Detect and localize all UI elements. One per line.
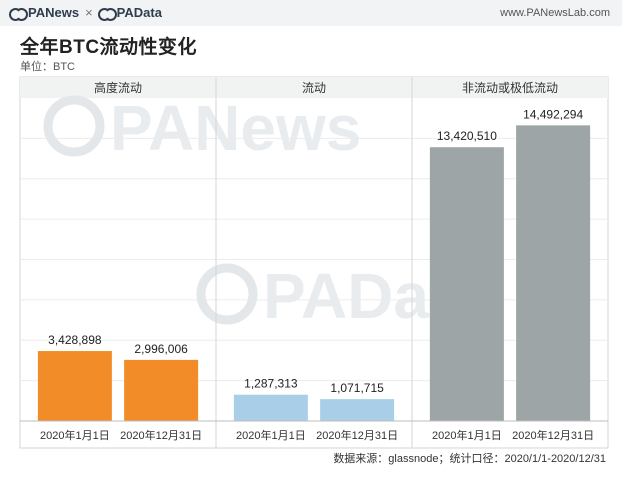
data-source: 数据来源：glassnode；统计口径：2020/1/1-2020/12/31 <box>333 453 606 465</box>
x-tick-label: 2020年1月1日 <box>40 428 110 442</box>
x-tick-label: 2020年12月31日 <box>316 428 398 442</box>
bar <box>320 399 395 421</box>
group-header: 流动 <box>302 81 326 95</box>
data-label: 13,420,510 <box>437 129 497 143</box>
data-label: 1,287,313 <box>244 377 298 391</box>
watermark-text: PANews <box>110 92 361 164</box>
brand-separator: × <box>85 5 93 20</box>
watermark-logo-icon <box>43 95 105 157</box>
padata-logo-icon <box>97 7 117 21</box>
unit-label: 单位：BTC <box>20 61 75 73</box>
group-header: 高度流动 <box>94 80 142 95</box>
data-label: 3,428,898 <box>48 333 102 347</box>
bar <box>233 394 308 421</box>
group-header: 非流动或极低流动 <box>462 81 558 95</box>
watermark-logo-icon <box>196 263 258 325</box>
top-bar: PANews × PAData www.PANewsLab.com <box>0 0 622 26</box>
group-header-band <box>20 77 608 98</box>
bar <box>516 125 591 421</box>
panews-logo-icon <box>9 7 28 21</box>
x-tick-label: 2020年12月31日 <box>120 428 202 442</box>
bar <box>429 147 504 421</box>
brand-panews: PANews <box>28 5 80 20</box>
site-url: www.PANewsLab.com <box>500 7 610 19</box>
bar <box>37 351 112 421</box>
bar <box>124 359 199 421</box>
brand-padata: PAData <box>116 5 162 20</box>
data-label: 1,071,715 <box>330 381 384 395</box>
data-label: 2,996,006 <box>134 342 188 356</box>
x-tick-label: 2020年12月31日 <box>512 428 594 442</box>
chart-title: 全年BTC流动性变化 <box>20 37 198 58</box>
x-tick-label: 2020年1月1日 <box>432 428 502 442</box>
data-label: 14,492,294 <box>523 107 583 121</box>
brand-logos: PANews × PAData <box>9 5 162 21</box>
x-tick-label: 2020年1月1日 <box>236 428 306 442</box>
